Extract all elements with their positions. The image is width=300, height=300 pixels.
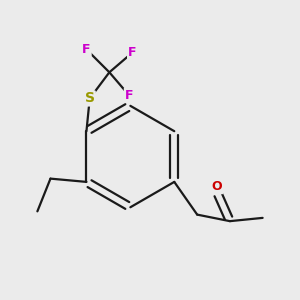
Text: F: F — [125, 89, 133, 102]
Text: F: F — [128, 46, 136, 59]
Text: S: S — [85, 92, 95, 106]
Text: O: O — [212, 180, 222, 193]
Text: F: F — [82, 43, 91, 56]
